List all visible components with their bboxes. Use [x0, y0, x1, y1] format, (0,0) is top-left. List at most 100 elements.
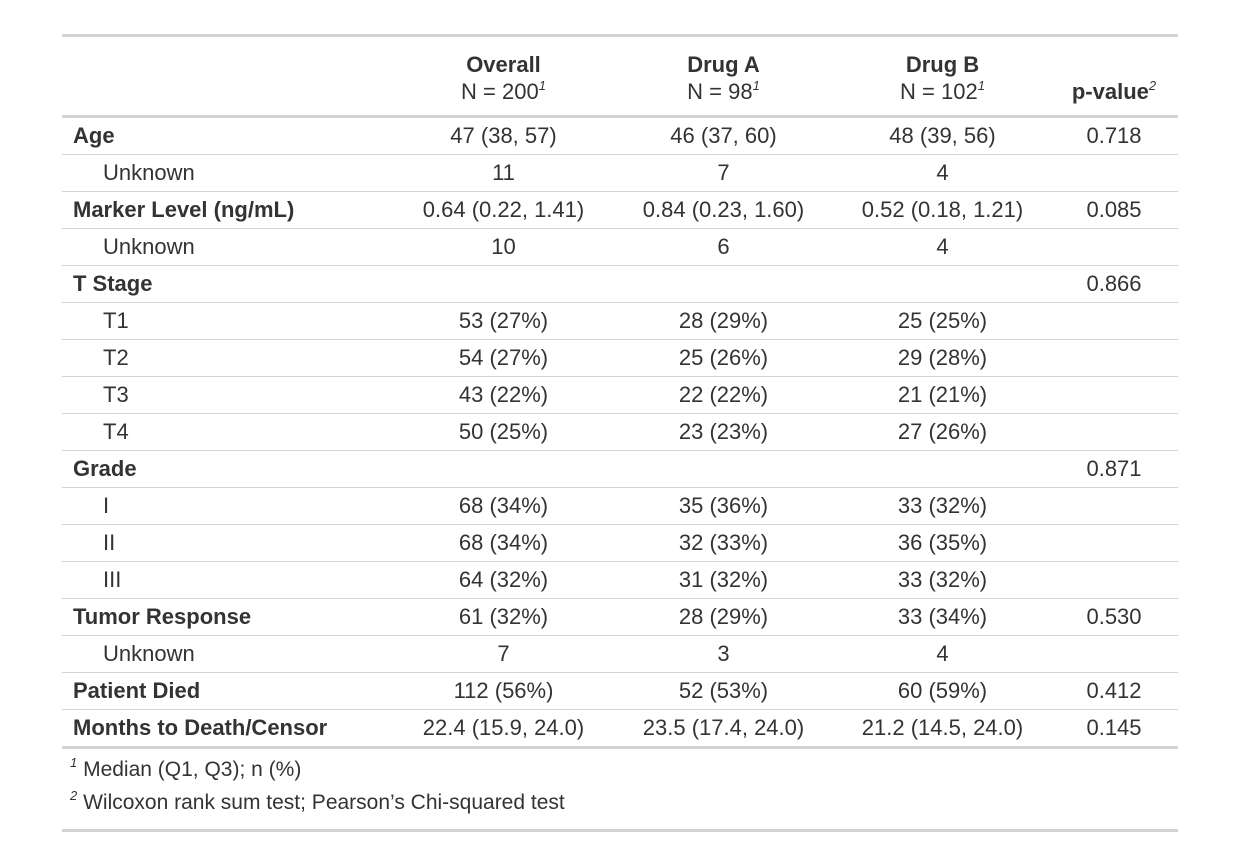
- table-cell: [612, 450, 835, 488]
- footnote-mark: 1: [752, 78, 760, 93]
- table-body: Age 47 (38, 57) 46 (37, 60) 48 (39, 56) 0.71…: [62, 116, 1178, 749]
- table-cell: 21 (21%): [835, 376, 1050, 414]
- table-cell: 4: [835, 154, 1050, 192]
- table-cell: 32 (33%): [612, 524, 835, 562]
- row-label: T4: [62, 413, 395, 451]
- table-cell: [1050, 154, 1178, 192]
- row-label: Tumor Response: [62, 598, 395, 636]
- row-label: T1: [62, 302, 395, 340]
- table-row: Unknown 10 6 4: [62, 228, 1178, 266]
- table-cell: 31 (32%): [612, 561, 835, 599]
- table-cell: 64 (32%): [395, 561, 612, 599]
- table-cell: 0.64 (0.22, 1.41): [395, 191, 612, 229]
- row-label: Patient Died: [62, 672, 395, 710]
- row-label: T2: [62, 339, 395, 377]
- table-cell: [835, 265, 1050, 303]
- table-cell: 23.5 (17.4, 24.0): [612, 709, 835, 749]
- table-cell: 0.84 (0.23, 1.60): [612, 191, 835, 229]
- table-cell: 35 (36%): [612, 487, 835, 525]
- row-label: Unknown: [62, 228, 395, 266]
- footnote-mark: 1: [70, 755, 78, 770]
- table-cell: [835, 450, 1050, 488]
- footnote-mark: 1: [977, 78, 985, 93]
- row-label: T Stage: [62, 265, 395, 303]
- row-label: T3: [62, 376, 395, 414]
- table-cell: [1050, 635, 1178, 673]
- table-cell: 112 (56%): [395, 672, 612, 710]
- footnotes: 1 Median (Q1, Q3); n (%) 2 Wilcoxon rank …: [62, 749, 1178, 832]
- table-row: III 64 (32%) 31 (32%) 33 (32%): [62, 561, 1178, 599]
- table-cell: 0.530: [1050, 598, 1178, 636]
- table-cell: 48 (39, 56): [835, 116, 1050, 155]
- table-row: T3 43 (22%) 22 (22%) 21 (21%): [62, 376, 1178, 414]
- table-cell: [1050, 487, 1178, 525]
- column-n: N = 200: [461, 79, 539, 104]
- table-row: Unknown 11 7 4: [62, 154, 1178, 192]
- table-cell: 28 (29%): [612, 302, 835, 340]
- table-cell: 0.52 (0.18, 1.21): [835, 191, 1050, 229]
- table-cell: 27 (26%): [835, 413, 1050, 451]
- header-cell: [62, 36, 395, 117]
- table-cell: [395, 450, 612, 488]
- footnote: 1 Median (Q1, Q3); n (%): [70, 753, 1178, 786]
- table-cell: 0.718: [1050, 116, 1178, 155]
- table-cell: 0.866: [1050, 265, 1178, 303]
- table-cell: 68 (34%): [395, 487, 612, 525]
- header-cell: Overall N = 2001: [395, 36, 612, 117]
- footnote: 2 Wilcoxon rank sum test; Pearson’s Chi-…: [70, 786, 1178, 819]
- table-cell: 33 (34%): [835, 598, 1050, 636]
- table-cell: 52 (53%): [612, 672, 835, 710]
- table-cell: 11: [395, 154, 612, 192]
- table-cell: 61 (32%): [395, 598, 612, 636]
- table-cell: 53 (27%): [395, 302, 612, 340]
- row-label: Months to Death/Censor: [62, 709, 395, 749]
- table-row: Unknown 7 3 4: [62, 635, 1178, 673]
- table-cell: 0.412: [1050, 672, 1178, 710]
- table-cell: 0.085: [1050, 191, 1178, 229]
- header-cell: p-value2: [1050, 36, 1178, 117]
- table-cell: 43 (22%): [395, 376, 612, 414]
- table-cell: 23 (23%): [612, 413, 835, 451]
- table-cell: 50 (25%): [395, 413, 612, 451]
- table-cell: 0.145: [1050, 709, 1178, 749]
- table-cell: 25 (25%): [835, 302, 1050, 340]
- row-label: II: [62, 524, 395, 562]
- table-row: T2 54 (27%) 25 (26%) 29 (28%): [62, 339, 1178, 377]
- column-title: p-value: [1071, 79, 1149, 104]
- table-cell: 36 (35%): [835, 524, 1050, 562]
- table-row: T4 50 (25%) 23 (23%) 27 (26%): [62, 413, 1178, 451]
- table-cell: [1050, 524, 1178, 562]
- row-label: Grade: [62, 450, 395, 488]
- table-row: I 68 (34%) 35 (36%) 33 (32%): [62, 487, 1178, 525]
- table-cell: 22 (22%): [612, 376, 835, 414]
- table-row: T Stage 0.866: [62, 265, 1178, 303]
- row-label: Unknown: [62, 154, 395, 192]
- column-n: N = 98: [687, 79, 753, 104]
- table-cell: 0.871: [1050, 450, 1178, 488]
- table-cell: 46 (37, 60): [612, 116, 835, 155]
- table-cell: [1050, 561, 1178, 599]
- table-cell: 4: [835, 228, 1050, 266]
- table-cell: 10: [395, 228, 612, 266]
- table-cell: 7: [612, 154, 835, 192]
- table-cell: 3: [612, 635, 835, 673]
- table-cell: 4: [835, 635, 1050, 673]
- table-cell: 28 (29%): [612, 598, 835, 636]
- table-cell: 33 (32%): [835, 561, 1050, 599]
- row-label: Unknown: [62, 635, 395, 673]
- column-title: Drug A: [687, 52, 760, 77]
- table-cell: 29 (28%): [835, 339, 1050, 377]
- footnote-mark: 2: [70, 788, 78, 803]
- table-cell: [1050, 302, 1178, 340]
- footnote-mark: 2: [1148, 78, 1157, 93]
- table-cell: 68 (34%): [395, 524, 612, 562]
- table-cell: [1050, 413, 1178, 451]
- table-cell: [1050, 228, 1178, 266]
- footnote-text: Wilcoxon rank sum test; Pearson’s Chi-sq…: [83, 791, 565, 814]
- table-row: Marker Level (ng/mL) 0.64 (0.22, 1.41) 0.8…: [62, 191, 1178, 229]
- table-row: Patient Died 112 (56%) 52 (53%) 60 (59%) 0.4…: [62, 672, 1178, 710]
- table-row: Months to Death/Censor 22.4 (15.9, 24.0) 2…: [62, 709, 1178, 749]
- table-cell: 22.4 (15.9, 24.0): [395, 709, 612, 749]
